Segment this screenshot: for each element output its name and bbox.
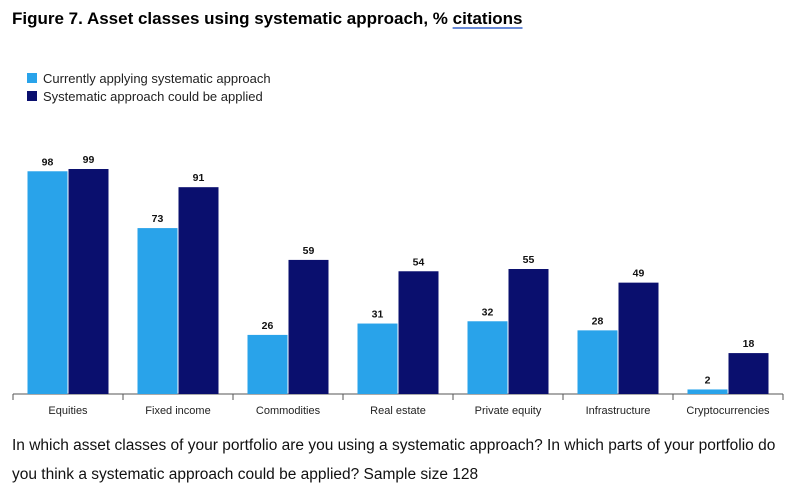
bar-could [728, 353, 769, 394]
data-label: 31 [372, 309, 384, 321]
legend-swatch-current [27, 73, 37, 83]
bar-could [68, 169, 109, 394]
data-label: 55 [523, 254, 535, 266]
data-label: 18 [743, 338, 755, 350]
bar-could [178, 187, 219, 394]
bar-could [618, 282, 659, 394]
chart-title: Figure 7. Asset classes using systematic… [12, 9, 523, 29]
bar-current [687, 389, 728, 394]
x-tick-label: Real estate [370, 405, 426, 417]
data-label: 32 [482, 306, 494, 318]
data-label: 91 [193, 172, 205, 184]
x-tick-label: Private equity [475, 405, 542, 417]
bar-current [137, 228, 178, 394]
bar-current [27, 171, 68, 394]
chart-legend: Currently applying systematic approach S… [27, 69, 271, 105]
data-label: 98 [42, 156, 54, 168]
x-tick-label: Equities [48, 405, 88, 417]
x-tick-label: Cryptocurrencies [686, 405, 770, 417]
bar-could [508, 269, 549, 394]
citations-link[interactable]: citations [452, 9, 523, 28]
legend-item-current: Currently applying systematic approach [27, 69, 271, 87]
data-label: 73 [152, 213, 164, 225]
x-tick-label: Commodities [256, 405, 321, 417]
figure-caption: In which asset classes of your portfolio… [12, 437, 776, 483]
bar-could [288, 259, 329, 394]
bar-current [357, 323, 398, 394]
legend-label-could: Systematic approach could be applied [43, 88, 263, 104]
data-label: 54 [413, 256, 425, 268]
bar-current [467, 321, 508, 394]
x-tick-label: Fixed income [145, 405, 210, 417]
legend-label-current: Currently applying systematic approach [43, 70, 271, 86]
data-label: 59 [303, 245, 315, 257]
bar-could [398, 271, 439, 394]
chart-title-main: Figure 7. Asset classes using systematic… [12, 9, 453, 28]
bar-chart: 98 99 Equities 73 91 Fixed income 26 59 Commodit… [12, 154, 784, 417]
bar-current [247, 334, 288, 394]
data-label: 28 [592, 315, 604, 327]
legend-swatch-could [27, 91, 37, 101]
data-label: 2 [705, 374, 711, 386]
data-label: 26 [262, 320, 274, 332]
data-label: 49 [633, 268, 645, 280]
x-tick-label: Infrastructure [586, 405, 651, 417]
data-label: 99 [83, 154, 95, 166]
legend-item-could: Systematic approach could be applied [27, 87, 271, 105]
bar-current [577, 330, 618, 394]
